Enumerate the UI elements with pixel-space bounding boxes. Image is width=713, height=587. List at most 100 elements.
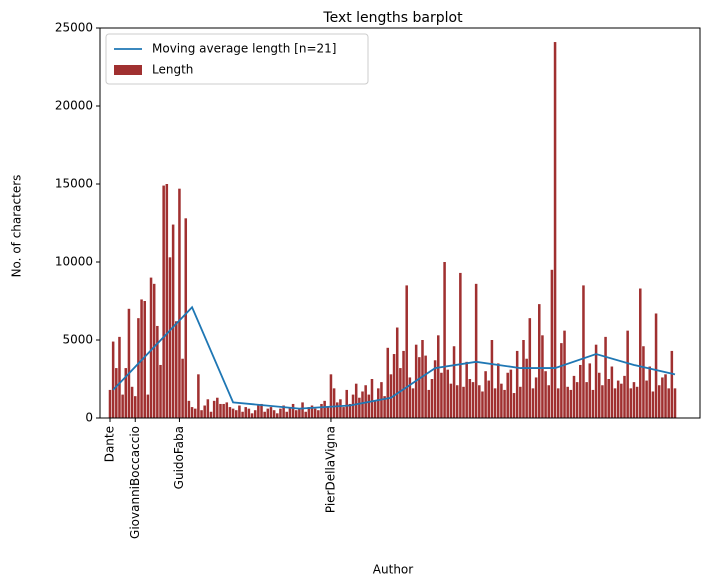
bar bbox=[427, 389, 431, 418]
bar bbox=[336, 402, 339, 418]
bar bbox=[591, 389, 595, 418]
bar bbox=[263, 411, 266, 418]
y-tick-label: 15000 bbox=[55, 177, 93, 191]
bar bbox=[298, 408, 301, 418]
bar bbox=[288, 407, 292, 418]
bar bbox=[190, 407, 194, 418]
bar bbox=[471, 382, 475, 418]
bar bbox=[639, 288, 642, 418]
y-tick-label: 25000 bbox=[55, 21, 93, 35]
bar bbox=[152, 283, 156, 418]
bar bbox=[156, 325, 159, 418]
bar bbox=[544, 371, 547, 418]
bar bbox=[395, 327, 399, 418]
bar bbox=[133, 396, 137, 418]
bar bbox=[474, 283, 478, 418]
bar bbox=[175, 321, 178, 418]
bar bbox=[468, 379, 472, 418]
bar bbox=[626, 330, 629, 418]
bar bbox=[563, 330, 566, 418]
bar bbox=[373, 400, 377, 418]
bar bbox=[648, 366, 652, 418]
bar bbox=[553, 42, 557, 418]
bar bbox=[430, 379, 434, 418]
bar bbox=[310, 405, 314, 418]
bar bbox=[317, 410, 320, 418]
bar bbox=[279, 408, 282, 418]
bar bbox=[209, 411, 213, 418]
moving-average-line bbox=[112, 305, 676, 410]
bar bbox=[383, 396, 386, 418]
bar bbox=[108, 389, 112, 418]
bar bbox=[607, 379, 610, 418]
bar bbox=[377, 388, 380, 418]
bar bbox=[178, 188, 181, 418]
bar bbox=[171, 224, 175, 418]
bar bbox=[433, 360, 437, 418]
bar bbox=[212, 400, 216, 418]
bar bbox=[216, 397, 219, 418]
bar bbox=[525, 358, 528, 418]
bar bbox=[651, 391, 655, 418]
bar bbox=[137, 318, 140, 418]
bar bbox=[560, 343, 563, 418]
bar bbox=[478, 385, 481, 418]
bar bbox=[642, 346, 645, 418]
bar bbox=[531, 388, 535, 418]
bar bbox=[370, 379, 374, 418]
chart-title: Text lengths barplot bbox=[322, 10, 463, 26]
bar bbox=[601, 385, 604, 418]
bar bbox=[566, 386, 569, 418]
bar bbox=[424, 355, 427, 418]
bar bbox=[604, 336, 607, 418]
y-tick-label: 5000 bbox=[62, 333, 93, 347]
bar bbox=[664, 374, 667, 418]
bar bbox=[534, 377, 538, 418]
bar bbox=[538, 304, 541, 418]
bar bbox=[115, 368, 118, 418]
bar bbox=[654, 313, 658, 418]
bar bbox=[547, 385, 551, 418]
bar bbox=[361, 391, 364, 418]
bar bbox=[231, 408, 235, 418]
bar bbox=[411, 388, 415, 418]
bar bbox=[326, 407, 330, 418]
bar bbox=[585, 382, 588, 418]
bar bbox=[219, 403, 222, 418]
bar bbox=[200, 410, 203, 418]
bar bbox=[320, 403, 323, 418]
bar bbox=[228, 407, 232, 418]
bar bbox=[140, 299, 143, 418]
x-tick-label: GuidoFaba bbox=[172, 426, 186, 489]
bar bbox=[307, 407, 311, 418]
bar bbox=[493, 388, 497, 418]
bar bbox=[291, 403, 295, 418]
legend-label: Moving average length [n=21] bbox=[152, 42, 336, 56]
bar bbox=[556, 388, 560, 418]
bar bbox=[118, 336, 121, 418]
bar bbox=[597, 372, 601, 418]
bar bbox=[253, 410, 257, 418]
bar bbox=[159, 364, 162, 418]
legend-box bbox=[105, 33, 369, 85]
bar bbox=[339, 399, 342, 418]
bar bbox=[301, 402, 304, 418]
bar bbox=[443, 262, 446, 418]
bar bbox=[146, 394, 150, 418]
bar bbox=[661, 377, 664, 418]
bar bbox=[465, 361, 468, 418]
bar bbox=[197, 374, 200, 418]
bar bbox=[143, 301, 146, 418]
bar bbox=[241, 411, 244, 418]
bar bbox=[392, 354, 396, 418]
bar bbox=[623, 375, 626, 418]
bar bbox=[187, 400, 191, 418]
bar bbox=[285, 411, 289, 418]
bar bbox=[613, 388, 617, 418]
bar bbox=[635, 386, 639, 418]
legend-swatch bbox=[114, 65, 142, 75]
bar bbox=[130, 386, 134, 418]
bar bbox=[490, 340, 494, 418]
bar bbox=[257, 405, 260, 418]
bar bbox=[203, 405, 206, 418]
